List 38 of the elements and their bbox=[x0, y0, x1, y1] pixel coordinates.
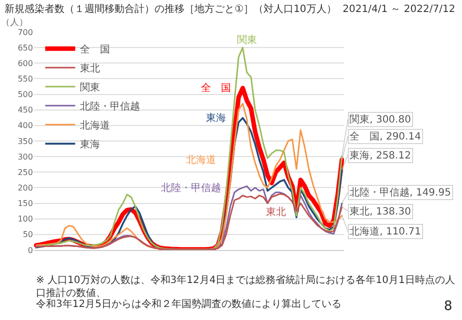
text: ※ 人口10万対の人数は、令和3年12月4日までは総務省統計局における各年10月1日時点の人口推計の数値、 bbox=[36, 274, 455, 299]
annotation: 北陸・甲信越 bbox=[161, 182, 221, 194]
y-axis-title: （人） bbox=[1, 17, 28, 28]
y-tick-label: 0 bbox=[28, 246, 33, 255]
annotation: 北海道 bbox=[186, 154, 216, 166]
y-tick-label: 400 bbox=[18, 121, 33, 130]
text: 8 bbox=[444, 299, 452, 314]
legend-label: 東海 bbox=[80, 138, 100, 151]
y-tick-label: 150 bbox=[18, 199, 33, 208]
legend-label: 北海道 bbox=[80, 120, 110, 132]
y-tick-label: 650 bbox=[18, 43, 33, 52]
annotation: 東北 bbox=[266, 206, 286, 218]
annotation: 関東 bbox=[237, 34, 257, 46]
data-label: 全 国, 290.14 bbox=[350, 130, 421, 143]
chart-title: 新規感染者数（１週間移動合計）の推移［地方ごと①］（対人口10万人） 2021/4/1 ～ 2022/7/12 bbox=[4, 4, 456, 15]
y-tick-label: 100 bbox=[18, 214, 33, 224]
y-tick-label: 550 bbox=[18, 74, 33, 84]
legend-label: 全 国 bbox=[80, 44, 110, 56]
data-label: 東海, 258.12 bbox=[350, 150, 411, 162]
annotation: 東海 bbox=[206, 112, 226, 124]
data-label: 北陸・甲信越, 149.95 bbox=[350, 186, 451, 199]
legend-label: 東北 bbox=[80, 62, 100, 75]
y-tick-label: 200 bbox=[18, 184, 33, 193]
annotation: 全 国 bbox=[201, 82, 231, 94]
y-tick-label: 500 bbox=[18, 90, 33, 100]
y-tick-label: 700 bbox=[18, 28, 33, 37]
y-tick-label: 250 bbox=[18, 168, 33, 177]
y-tick-label: 450 bbox=[18, 106, 33, 115]
text: 令和3年12月5日からは令和２年国勢調査の数値により算出している bbox=[36, 298, 342, 310]
y-tick-label: 600 bbox=[18, 58, 33, 68]
data-label: 北海道, 110.71 bbox=[350, 226, 421, 238]
y-tick-label: 350 bbox=[18, 136, 33, 146]
legend-label: 北陸・甲信越 bbox=[80, 100, 140, 113]
y-tick-label: 300 bbox=[18, 152, 33, 162]
legend-label: 関東 bbox=[80, 82, 100, 94]
data-label: 関東, 300.80 bbox=[350, 114, 411, 126]
y-tick-label: 50 bbox=[22, 230, 33, 240]
data-label: 東北, 138.30 bbox=[350, 206, 411, 218]
